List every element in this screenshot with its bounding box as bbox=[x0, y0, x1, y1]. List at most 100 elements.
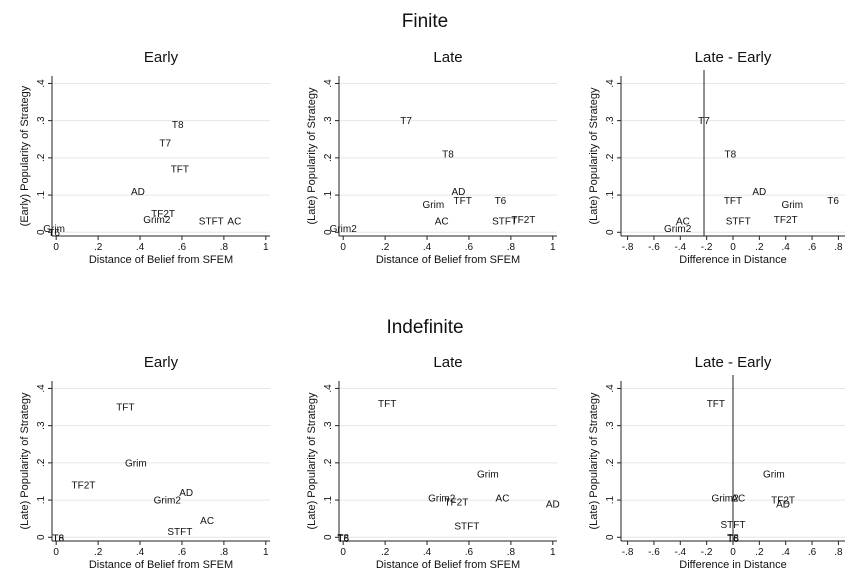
x-tick-label: 0 bbox=[730, 242, 736, 253]
panel-title: Late - Early bbox=[695, 354, 772, 371]
x-tick-label: -.6 bbox=[648, 547, 660, 558]
y-tick-label: .4 bbox=[323, 384, 334, 393]
x-tick-label: -.2 bbox=[701, 547, 713, 558]
point-label-ac: AC bbox=[731, 494, 745, 505]
y-tick-label: .4 bbox=[36, 79, 47, 88]
x-tick-label: .6 bbox=[178, 547, 187, 558]
x-tick-label: .2 bbox=[755, 547, 764, 558]
x-tick-label: 1 bbox=[263, 547, 269, 558]
x-tick-label: .6 bbox=[178, 242, 187, 253]
y-tick-label: .3 bbox=[323, 116, 334, 125]
point-label-ad: AD bbox=[452, 187, 466, 198]
scatter-panel-4: Early 0 .1 .2 .3 .4 0 .2 .4 .6 .8 1 Distance of Beli… bbox=[19, 354, 270, 571]
y-tick-label: .4 bbox=[605, 384, 616, 393]
y-tick-label: 0 bbox=[605, 229, 616, 235]
y-axis-label: (Late) Popularity of Strategy bbox=[588, 87, 600, 224]
group-title-finite: Finite bbox=[402, 11, 448, 32]
point-label-tf2t: TF2T bbox=[512, 215, 536, 226]
point-label-grim: Grim bbox=[422, 200, 444, 211]
point-label-stft: STFT bbox=[492, 217, 517, 228]
point-label-tft: TFT bbox=[378, 399, 396, 410]
x-tick-label: .2 bbox=[381, 547, 390, 558]
point-label-grim2: Grim2 bbox=[664, 224, 692, 235]
x-tick-label: .2 bbox=[94, 242, 103, 253]
point-label-tft: TFT bbox=[707, 399, 725, 410]
point-label-ac: AC bbox=[227, 217, 241, 228]
x-tick-label: .2 bbox=[381, 242, 390, 253]
point-label-stft: STFT bbox=[726, 217, 751, 228]
y-tick-label: .4 bbox=[605, 79, 616, 88]
point-label-stft: STFT bbox=[454, 522, 479, 533]
y-tick-label: 0 bbox=[36, 534, 47, 540]
point-label-grim: Grim bbox=[763, 470, 785, 481]
scatter-panel-5: Late 0 .1 .2 .3 .4 0 .2 .4 .6 .8 1 Distance of Belie… bbox=[306, 354, 560, 571]
point-label-grim2: Grim2 bbox=[428, 494, 456, 505]
point-label-grim2: Grim2 bbox=[154, 496, 182, 507]
x-tick-label: .2 bbox=[755, 242, 764, 253]
x-tick-label: .2 bbox=[94, 547, 103, 558]
point-label-tft: TFT bbox=[454, 196, 472, 207]
point-label-tf2t: TF2T bbox=[444, 497, 468, 508]
y-tick-label: .4 bbox=[323, 79, 334, 88]
point-label-ac: AC bbox=[435, 217, 449, 228]
point-label-t7: T7 bbox=[698, 116, 710, 127]
x-tick-label: -.4 bbox=[674, 242, 686, 253]
point-label-ac: AC bbox=[676, 217, 690, 228]
panel-title: Early bbox=[144, 354, 179, 371]
point-label-tft: TFT bbox=[116, 403, 134, 414]
point-label-ad: AD bbox=[752, 187, 766, 198]
y-tick-label: .3 bbox=[36, 116, 47, 125]
y-tick-label: .3 bbox=[605, 421, 616, 430]
y-tick-label: .1 bbox=[36, 495, 47, 504]
y-tick-label: .1 bbox=[605, 495, 616, 504]
point-label-tft: TFT bbox=[171, 165, 189, 176]
point-label-t6: T6 bbox=[495, 196, 507, 207]
point-label-ad: AD bbox=[179, 488, 193, 499]
y-tick-label: .3 bbox=[323, 421, 334, 430]
x-tick-label: -.8 bbox=[622, 547, 634, 558]
y-tick-label: .2 bbox=[36, 458, 47, 467]
point-label-grim: Grim bbox=[781, 200, 803, 211]
y-axis-label: (Late) Popularity of Strategy bbox=[306, 87, 318, 224]
y-tick-label: .2 bbox=[605, 153, 616, 162]
point-label-ad: AD bbox=[131, 187, 145, 198]
x-tick-label: -.4 bbox=[674, 547, 686, 558]
x-tick-label: .4 bbox=[136, 242, 145, 253]
point-label-grim: Grim bbox=[125, 458, 147, 469]
x-tick-label: .4 bbox=[423, 242, 432, 253]
y-axis-label: (Early) Popularity of Strategy bbox=[19, 85, 31, 226]
x-tick-label: 0 bbox=[340, 242, 346, 253]
x-tick-label: -.6 bbox=[648, 242, 660, 253]
point-label-grim2: Grim2 bbox=[711, 494, 739, 505]
x-tick-label: 1 bbox=[550, 547, 556, 558]
group-title-indefinite: Indefinite bbox=[386, 317, 463, 338]
y-axis-label: (Late) Popularity of Strategy bbox=[19, 392, 31, 529]
x-tick-label: .6 bbox=[465, 547, 474, 558]
point-label-ad: AD bbox=[776, 499, 790, 510]
x-tick-label: -.8 bbox=[622, 242, 634, 253]
x-tick-label: .8 bbox=[220, 547, 229, 558]
x-axis-label: Difference in Distance bbox=[679, 254, 786, 266]
point-label-tf2t: TF2T bbox=[151, 209, 175, 220]
x-axis-label: Distance of Belief from SFEM bbox=[89, 559, 233, 571]
x-tick-label: .6 bbox=[808, 547, 817, 558]
point-label-t6: T6 bbox=[48, 228, 60, 239]
scatter-panel-1: Early 0 .1 .2 .3 .4 0 .2 .4 .6 .8 1 Distance of Beli… bbox=[19, 49, 270, 266]
point-label-t8: T8 bbox=[727, 533, 739, 544]
point-label-tft: TFT bbox=[724, 196, 742, 207]
y-tick-label: .2 bbox=[323, 153, 334, 162]
x-tick-label: 1 bbox=[263, 242, 269, 253]
point-label-grim2: Grim2 bbox=[330, 224, 358, 235]
x-axis-label: Distance of Belief from SFEM bbox=[376, 254, 520, 266]
y-tick-label: .3 bbox=[36, 421, 47, 430]
point-label-t8: T8 bbox=[172, 120, 184, 131]
x-tick-label: .6 bbox=[808, 242, 817, 253]
scatter-panel-6: Late - Early 0 .1 .2 .3 .4 -.8 -.6 -.4 -.2 0 .2 .4 .6… bbox=[588, 354, 845, 571]
x-tick-label: .8 bbox=[220, 242, 229, 253]
y-tick-label: .1 bbox=[323, 495, 334, 504]
point-label-t6: T6 bbox=[827, 196, 839, 207]
point-label-stft: STFT bbox=[199, 217, 224, 228]
point-label-ad: AD bbox=[546, 499, 560, 510]
y-tick-label: .4 bbox=[36, 384, 47, 393]
